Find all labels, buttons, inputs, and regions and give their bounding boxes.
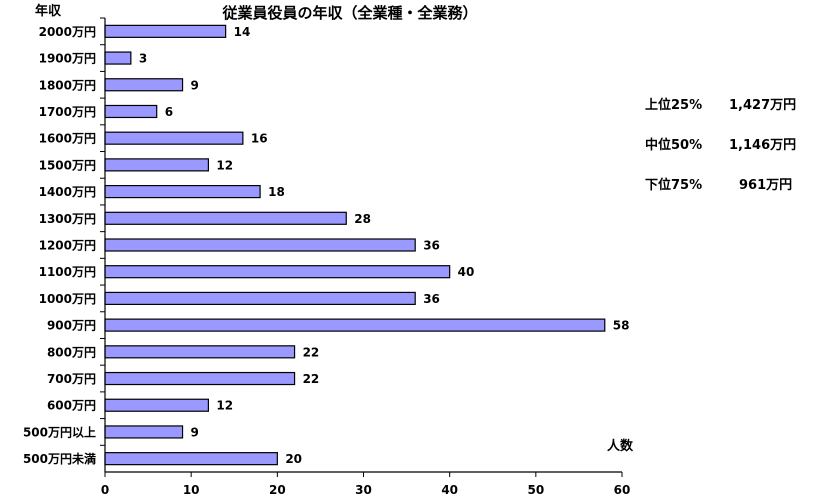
stat-label: 中位50%: [645, 138, 703, 153]
stat-upper-25: 上位25% 1,427万円: [645, 94, 796, 113]
stat-label: 上位25%: [645, 98, 703, 113]
stat-value: 1,427万円: [729, 98, 797, 113]
bar: [104, 184, 261, 199]
category-label: 900万円: [47, 319, 96, 333]
bar: [104, 78, 184, 92]
x-tick-label: 30: [355, 483, 372, 497]
chart-title: 従業員役員の年収（全業種・全業務）: [221, 4, 477, 22]
category-label: 1200万円: [39, 239, 96, 253]
data-label: 20: [285, 452, 302, 466]
category-label: 1300万円: [39, 212, 96, 226]
category-label: 1100万円: [39, 265, 96, 279]
stat-label: 下位75%: [645, 178, 703, 193]
category-label: 700万円: [47, 372, 96, 386]
bar: [104, 211, 347, 225]
bar: [104, 104, 158, 119]
bar: [104, 265, 451, 279]
category-label: 500万円以上: [23, 424, 96, 439]
data-label: 12: [216, 399, 233, 413]
bar: [104, 318, 606, 332]
data-label: 58: [613, 319, 630, 333]
category-label: 1000万円: [39, 292, 96, 306]
bar: [104, 291, 416, 306]
x-tick-label: 60: [614, 483, 631, 497]
x-tick-label: 50: [527, 483, 544, 497]
category-label: 500万円未満: [23, 451, 96, 466]
bar: [104, 371, 296, 386]
data-label: 18: [268, 185, 285, 199]
stat-median-50: 中位50% 1,146万円: [645, 134, 796, 153]
data-label: 9: [191, 78, 199, 92]
category-label: 1400万円: [39, 185, 96, 199]
x-tick-label: 20: [269, 483, 286, 497]
category-label: 1700万円: [39, 105, 96, 119]
category-label: 1800万円: [39, 78, 96, 92]
data-label: 3: [139, 52, 147, 66]
bar: [104, 398, 210, 412]
category-label: 1600万円: [39, 132, 96, 146]
bar: [104, 238, 416, 252]
stat-lower-75: 下位75% 961万円: [645, 174, 792, 193]
category-label: 2000万円: [39, 25, 96, 39]
category-label: 1500万円: [39, 158, 96, 172]
data-label: 9: [191, 425, 199, 439]
y-axis-title: 年収: [35, 3, 62, 19]
bar: [104, 158, 210, 172]
data-label: 16: [251, 132, 268, 146]
data-label: 14: [234, 25, 251, 39]
bar: [104, 345, 296, 359]
data-label: 36: [423, 239, 440, 253]
bar: [104, 131, 244, 145]
data-label: 22: [303, 345, 320, 359]
data-label: 36: [423, 292, 440, 306]
bar: [104, 452, 278, 466]
x-tick-label: 0: [101, 483, 109, 497]
stat-value: 1,146万円: [729, 138, 797, 153]
x-axis-title: 人数: [607, 438, 634, 454]
x-tick-label: 10: [183, 483, 200, 497]
data-label: 40: [458, 265, 475, 279]
bar: [104, 51, 132, 65]
category-label: 1900万円: [39, 52, 96, 66]
data-label: 6: [165, 105, 173, 119]
bar: [104, 24, 227, 38]
x-tick-label: 40: [441, 483, 458, 497]
category-label: 800万円: [47, 345, 96, 359]
bar: [104, 425, 184, 439]
data-label: 28: [354, 212, 371, 226]
category-label: 600万円: [47, 399, 96, 413]
data-label: 12: [216, 158, 233, 172]
stat-value: 961万円: [739, 178, 793, 193]
data-label: 22: [303, 372, 320, 386]
